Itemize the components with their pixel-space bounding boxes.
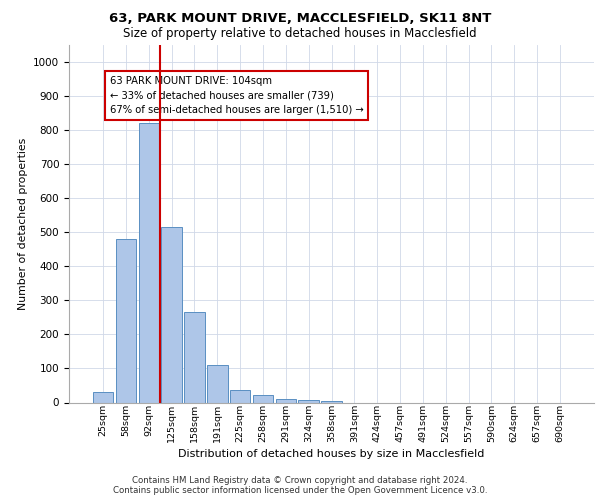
Bar: [116, 239, 136, 402]
Bar: [161, 227, 182, 402]
Text: Contains HM Land Registry data © Crown copyright and database right 2024.
Contai: Contains HM Land Registry data © Crown c…: [113, 476, 487, 495]
Bar: [230, 390, 250, 402]
X-axis label: Distribution of detached houses by size in Macclesfield: Distribution of detached houses by size …: [178, 449, 485, 459]
Y-axis label: Number of detached properties: Number of detached properties: [17, 138, 28, 310]
Bar: [184, 312, 205, 402]
Text: Size of property relative to detached houses in Macclesfield: Size of property relative to detached ho…: [123, 28, 477, 40]
Bar: [253, 395, 273, 402]
Bar: [298, 400, 319, 402]
Bar: [275, 399, 296, 402]
Text: 63 PARK MOUNT DRIVE: 104sqm
← 33% of detached houses are smaller (739)
67% of se: 63 PARK MOUNT DRIVE: 104sqm ← 33% of det…: [110, 76, 363, 115]
Bar: [93, 392, 113, 402]
Text: 63, PARK MOUNT DRIVE, MACCLESFIELD, SK11 8NT: 63, PARK MOUNT DRIVE, MACCLESFIELD, SK11…: [109, 12, 491, 26]
Bar: [139, 124, 159, 402]
Bar: [207, 365, 227, 403]
